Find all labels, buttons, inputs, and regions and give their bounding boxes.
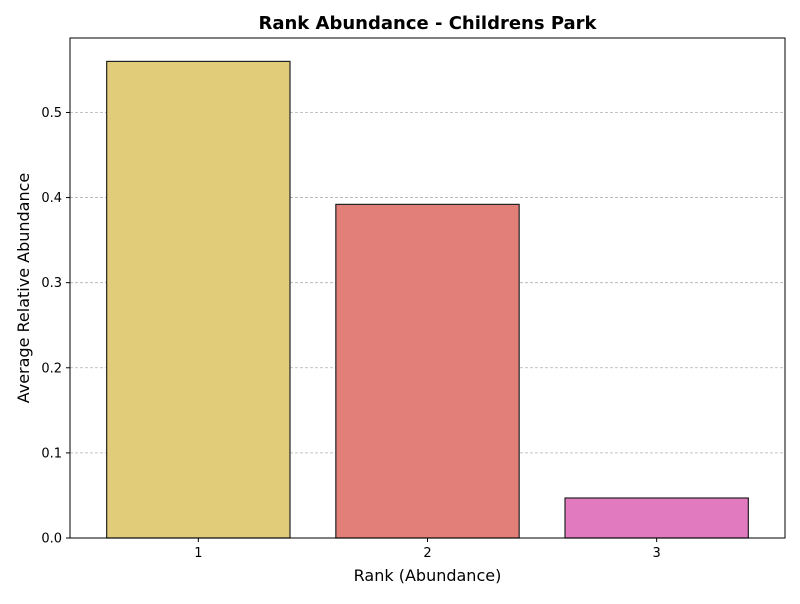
bar-rank-3 — [564, 497, 749, 539]
y-tick-label: 0.3 — [41, 276, 62, 291]
x-tick-label: 1 — [194, 546, 202, 561]
y-tick-label: 0.0 — [41, 532, 62, 547]
bars — [106, 60, 749, 539]
y-axis-ticks: 0.0 0.1 0.2 0.3 0.4 0.5 — [41, 106, 70, 547]
x-axis-label: Rank (Abundance) — [354, 566, 502, 585]
y-tick-label: 0.1 — [41, 446, 62, 461]
y-tick-label: 0.5 — [41, 106, 62, 121]
bar-rank-1 — [106, 60, 291, 539]
x-tick-label: 2 — [423, 546, 431, 561]
chart-title: Rank Abundance - Childrens Park — [258, 13, 597, 34]
x-axis-ticks: 1 2 3 — [194, 538, 661, 561]
y-axis-label: Average Relative Abundance — [14, 173, 33, 404]
x-tick-label: 3 — [653, 546, 661, 561]
y-tick-label: 0.2 — [41, 361, 62, 376]
bar-rank-2 — [335, 203, 520, 539]
y-tick-label: 0.4 — [41, 191, 62, 206]
